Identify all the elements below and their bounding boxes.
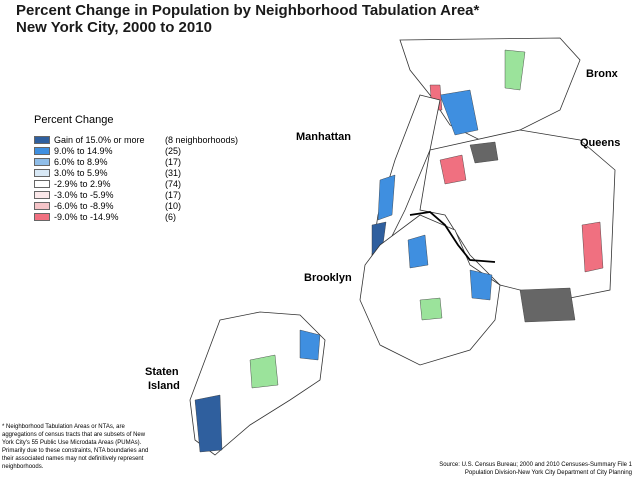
legend-range: 6.0% to 8.9% <box>54 156 108 167</box>
legend-title: Percent Change <box>34 114 114 126</box>
legend-swatch <box>34 179 50 188</box>
legend-item: 9.0% to 14.9% (25) <box>34 145 238 156</box>
legend-range: 9.0% to 14.9% <box>54 145 113 156</box>
queens-label: Queens <box>580 137 621 149</box>
legend-item: Gain of 15.0% or more (8 neighborhoods) <box>34 134 238 145</box>
source-line1: Source: U.S. Census Bureau; 2000 and 201… <box>439 462 632 468</box>
legend-item: 3.0% to 5.9% (31) <box>34 167 238 178</box>
staten-island-growth-area <box>299 329 321 361</box>
legend-rows: Gain of 15.0% or more (8 neighborhoods) 9.… <box>34 134 238 222</box>
bronx-growth-area <box>439 89 479 136</box>
legend-item: -3.0% to -5.9% (17) <box>34 189 238 200</box>
legend-swatch <box>34 157 50 166</box>
legend-range: -3.0% to -5.9% <box>54 189 114 200</box>
legend-item: -9.0% to -14.9% (6) <box>34 211 238 222</box>
legend-range: -6.0% to -8.9% <box>54 200 114 211</box>
queens-decline-area <box>581 221 604 273</box>
staten-island-label-line1: Staten <box>145 366 179 378</box>
legend-swatch <box>34 146 50 155</box>
brooklyn-growth-area <box>407 234 429 269</box>
source-note: Source: U.S. Census Bureau; 2000 and 201… <box>402 461 632 477</box>
brooklyn-borough <box>359 214 501 366</box>
staten-island-park <box>249 354 279 389</box>
map-subtitle: New York City, 2000 to 2010 <box>16 19 212 36</box>
legend-count: (8 neighborhoods) <box>165 134 239 145</box>
legend-swatch <box>34 168 50 177</box>
jfk-airport <box>519 287 576 323</box>
manhattan-growth-area <box>377 174 396 221</box>
legend-range: -2.9% to 2.9% <box>54 178 111 189</box>
brooklyn-label: Brooklyn <box>304 272 352 284</box>
legend-item: 6.0% to 8.9% (17) <box>34 156 238 167</box>
brooklyn-park <box>419 297 443 321</box>
footnote: * Neighborhood Tabulation Areas or NTAs,… <box>2 424 149 470</box>
legend-swatch <box>34 201 50 210</box>
legend-range: -9.0% to -14.9% <box>54 211 119 222</box>
bronx-label: Bronx <box>586 68 618 80</box>
staten-island-label-line2: Island <box>148 380 180 392</box>
queens-brooklyn-boundary <box>409 211 496 263</box>
legend-item: -2.9% to 2.9% (74) <box>34 178 238 189</box>
legend-count: (17) <box>165 189 182 200</box>
legend-count: (31) <box>165 167 182 178</box>
bronx-park <box>504 49 526 91</box>
brooklyn-growth-area-east <box>469 269 493 301</box>
manhattan-label: Manhattan <box>296 131 351 143</box>
legend-swatch <box>34 190 50 199</box>
legend-swatch <box>34 212 50 221</box>
legend-count: (25) <box>165 145 182 156</box>
legend-count: (6) <box>165 211 176 222</box>
legend-count: (17) <box>165 156 182 167</box>
laguardia-airport <box>469 141 499 164</box>
map-title: Percent Change in Population by Neighbor… <box>16 2 480 19</box>
source-line2: Population Division-New York City Depart… <box>464 470 632 476</box>
legend-swatch <box>34 135 50 144</box>
legend-range: Gain of 15.0% or more <box>54 134 145 145</box>
queens-decline-area-north <box>439 154 467 185</box>
legend-range: 3.0% to 5.9% <box>54 167 108 178</box>
legend-item: -6.0% to -8.9% (10) <box>34 200 238 211</box>
legend: Percent Change Gain of 15.0% or more (8 n… <box>34 114 238 222</box>
legend-count: (10) <box>165 200 182 211</box>
legend-count: (74) <box>165 178 182 189</box>
staten-island-high-growth-area <box>194 394 223 453</box>
